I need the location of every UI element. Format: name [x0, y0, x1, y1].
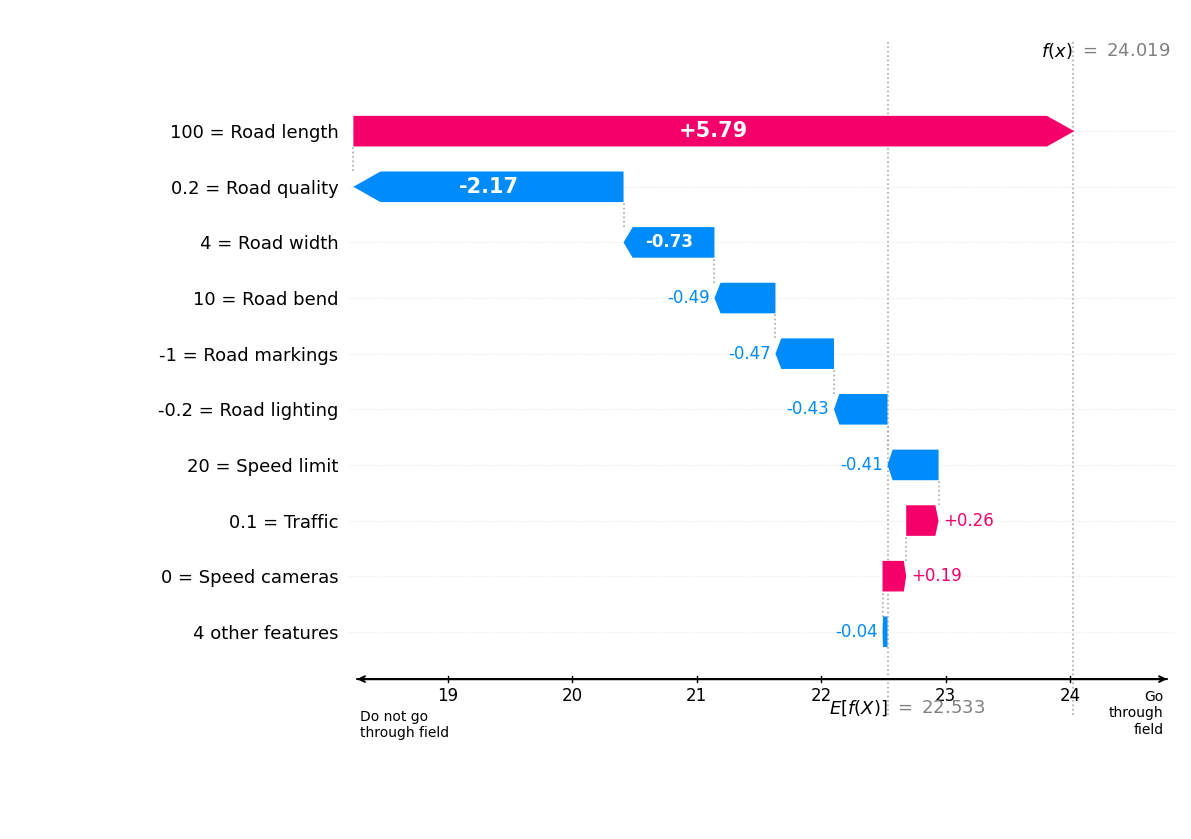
Text: 23: 23 — [935, 687, 956, 706]
Text: +5.79: +5.79 — [679, 121, 748, 141]
Polygon shape — [715, 283, 775, 313]
Polygon shape — [906, 505, 939, 536]
Polygon shape — [883, 617, 887, 647]
Text: 24: 24 — [1060, 687, 1080, 706]
Text: -0.43: -0.43 — [786, 400, 829, 419]
Text: Do not go
through field: Do not go through field — [361, 710, 449, 740]
Text: +0.26: +0.26 — [943, 512, 994, 529]
Text: $=$ 22.533: $=$ 22.533 — [887, 699, 985, 717]
Polygon shape — [775, 338, 834, 369]
Polygon shape — [883, 561, 906, 591]
Text: 22: 22 — [811, 687, 831, 706]
Text: -0.41: -0.41 — [840, 456, 883, 474]
Text: Go
through
field: Go through field — [1109, 690, 1164, 737]
Text: 21: 21 — [686, 687, 707, 706]
Text: 20: 20 — [562, 687, 582, 706]
Text: -2.17: -2.17 — [459, 177, 518, 197]
Text: $f(x)$: $f(x)$ — [1041, 40, 1073, 60]
Text: +0.19: +0.19 — [911, 567, 962, 585]
Text: $E[f(X)]$: $E[f(X)]$ — [829, 699, 887, 718]
Polygon shape — [354, 116, 1074, 147]
Text: -0.04: -0.04 — [835, 623, 878, 641]
Polygon shape — [834, 394, 887, 425]
Polygon shape — [624, 227, 715, 258]
Text: $=$ 24.019: $=$ 24.019 — [1073, 41, 1170, 60]
Text: -0.47: -0.47 — [728, 345, 771, 362]
Polygon shape — [887, 450, 939, 480]
Text: -0.49: -0.49 — [667, 289, 710, 307]
Polygon shape — [354, 171, 624, 202]
Text: -0.73: -0.73 — [646, 233, 693, 252]
Text: 19: 19 — [437, 687, 459, 706]
